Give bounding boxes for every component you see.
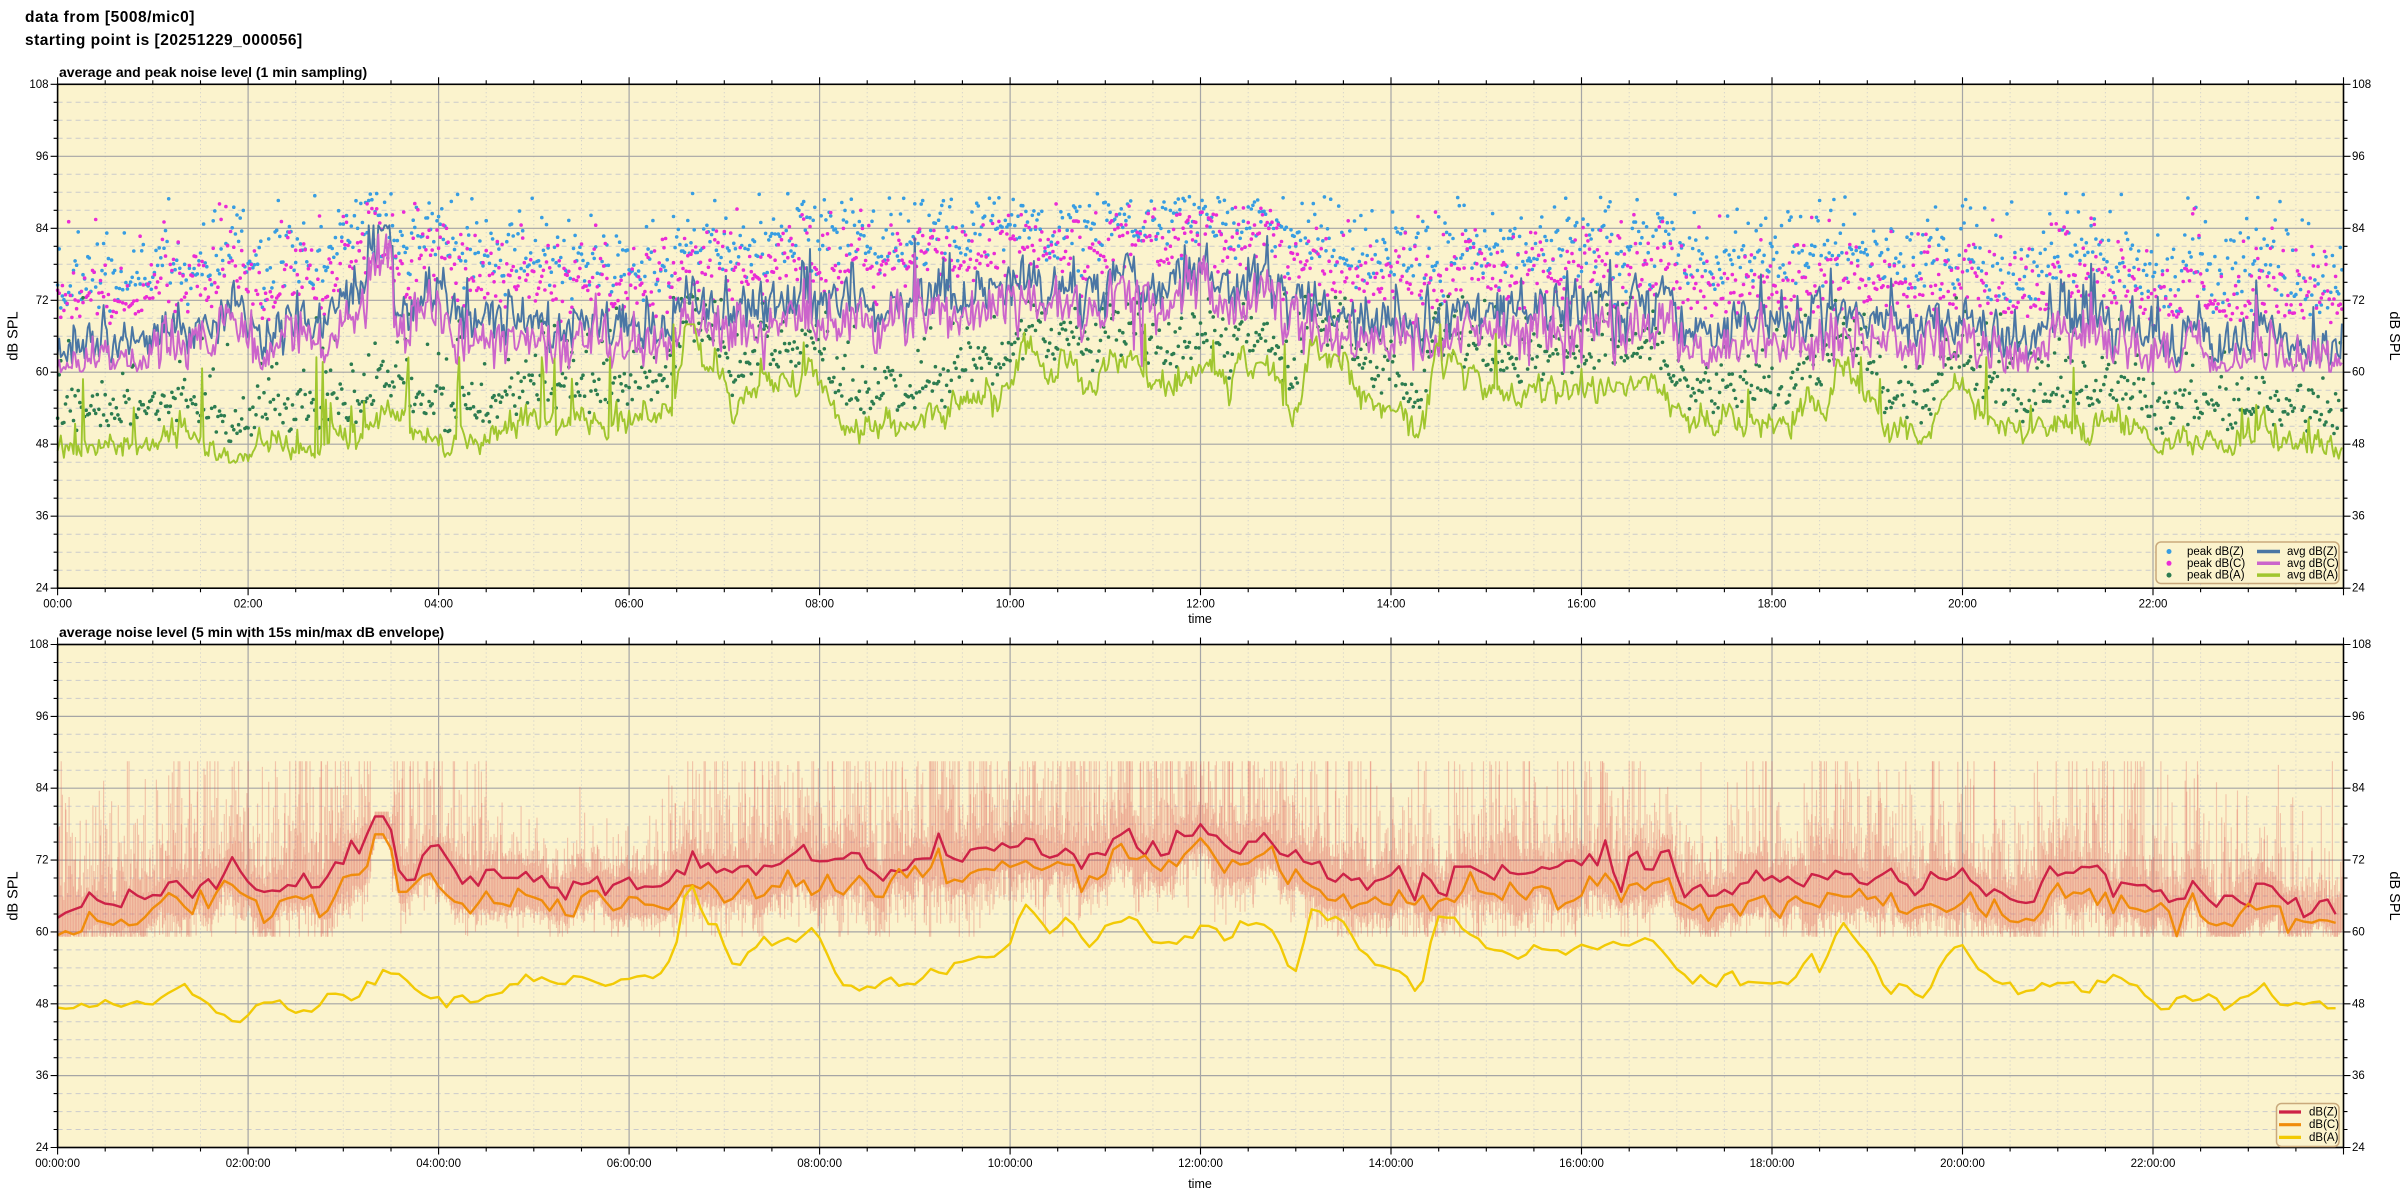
- svg-text:72: 72: [36, 855, 49, 867]
- svg-text:10:00: 10:00: [996, 599, 1025, 611]
- svg-text:84: 84: [36, 223, 49, 235]
- svg-text:peak dB(C): peak dB(C): [2187, 558, 2245, 570]
- svg-text:02:00: 02:00: [234, 599, 263, 611]
- svg-text:60: 60: [2352, 367, 2365, 379]
- svg-text:avg dB(Z): avg dB(Z): [2287, 546, 2338, 558]
- svg-text:peak dB(Z): peak dB(Z): [2187, 546, 2244, 558]
- svg-text:00:00: 00:00: [43, 599, 72, 611]
- svg-text:60: 60: [36, 367, 49, 379]
- svg-text:96: 96: [36, 151, 49, 163]
- svg-text:peak dB(A): peak dB(A): [2187, 570, 2245, 582]
- svg-text:avg dB(A): avg dB(A): [2287, 570, 2338, 582]
- svg-text:48: 48: [2352, 998, 2365, 1010]
- svg-text:84: 84: [2352, 223, 2365, 235]
- svg-text:14:00: 14:00: [1377, 599, 1406, 611]
- svg-text:24: 24: [2352, 583, 2365, 595]
- svg-text:average noise level (5 min wit: average noise level (5 min with 15s min/…: [59, 624, 444, 640]
- svg-text:24: 24: [36, 1142, 49, 1154]
- svg-text:84: 84: [36, 783, 49, 795]
- svg-text:16:00: 16:00: [1567, 599, 1596, 611]
- svg-text:12:00:00: 12:00:00: [1178, 1158, 1223, 1170]
- svg-text:time: time: [1188, 1177, 1212, 1191]
- svg-text:108: 108: [29, 79, 48, 91]
- svg-text:dB SPL: dB SPL: [6, 871, 22, 920]
- svg-text:72: 72: [2352, 295, 2365, 307]
- svg-text:84: 84: [2352, 783, 2365, 795]
- svg-text:08:00: 08:00: [805, 599, 834, 611]
- svg-text:72: 72: [2352, 855, 2365, 867]
- svg-text:10:00:00: 10:00:00: [988, 1158, 1033, 1170]
- svg-text:08:00:00: 08:00:00: [797, 1158, 842, 1170]
- svg-text:96: 96: [36, 711, 49, 723]
- svg-text:22:00: 22:00: [2139, 599, 2168, 611]
- svg-text:48: 48: [36, 998, 49, 1010]
- svg-text:48: 48: [36, 439, 49, 451]
- svg-text:16:00:00: 16:00:00: [1559, 1158, 1604, 1170]
- svg-text:starting point is [20251229_00: starting point is [20251229_000056]: [25, 32, 303, 49]
- svg-text:time: time: [1188, 612, 1212, 626]
- svg-text:108: 108: [29, 639, 48, 651]
- svg-text:06:00:00: 06:00:00: [607, 1158, 652, 1170]
- svg-text:72: 72: [36, 295, 49, 307]
- svg-text:18:00: 18:00: [1758, 599, 1787, 611]
- svg-text:dB(C): dB(C): [2309, 1119, 2339, 1131]
- svg-text:04:00:00: 04:00:00: [416, 1158, 461, 1170]
- svg-text:96: 96: [2352, 711, 2365, 723]
- svg-text:dB SPL: dB SPL: [6, 311, 22, 360]
- svg-text:108: 108: [2352, 79, 2371, 91]
- svg-text:dB(Z): dB(Z): [2309, 1107, 2338, 1119]
- svg-text:04:00: 04:00: [424, 599, 453, 611]
- svg-text:02:00:00: 02:00:00: [226, 1158, 271, 1170]
- svg-text:36: 36: [2352, 1070, 2365, 1082]
- svg-text:avg dB(C): avg dB(C): [2287, 558, 2339, 570]
- svg-text:data from [5008/mic0]: data from [5008/mic0]: [25, 9, 195, 26]
- svg-text:dB(A): dB(A): [2309, 1132, 2339, 1144]
- svg-text:dB SPL: dB SPL: [2386, 311, 2400, 360]
- svg-text:48: 48: [2352, 439, 2365, 451]
- svg-text:06:00: 06:00: [615, 599, 644, 611]
- svg-text:00:00:00: 00:00:00: [35, 1158, 80, 1170]
- svg-text:108: 108: [2352, 639, 2371, 651]
- svg-text:12:00: 12:00: [1186, 599, 1215, 611]
- svg-text:24: 24: [36, 583, 49, 595]
- svg-text:36: 36: [36, 1070, 49, 1082]
- svg-text:14:00:00: 14:00:00: [1369, 1158, 1414, 1170]
- svg-text:average and peak noise level (: average and peak noise level (1 min samp…: [59, 64, 367, 80]
- svg-text:60: 60: [36, 926, 49, 938]
- svg-text:20:00: 20:00: [1948, 599, 1977, 611]
- svg-text:96: 96: [2352, 151, 2365, 163]
- svg-text:36: 36: [2352, 511, 2365, 523]
- svg-text:20:00:00: 20:00:00: [1940, 1158, 1985, 1170]
- svg-text:18:00:00: 18:00:00: [1750, 1158, 1795, 1170]
- svg-text:dB SPL: dB SPL: [2386, 871, 2400, 920]
- svg-text:24: 24: [2352, 1142, 2365, 1154]
- svg-text:60: 60: [2352, 926, 2365, 938]
- svg-text:22:00:00: 22:00:00: [2131, 1158, 2176, 1170]
- svg-text:36: 36: [36, 511, 49, 523]
